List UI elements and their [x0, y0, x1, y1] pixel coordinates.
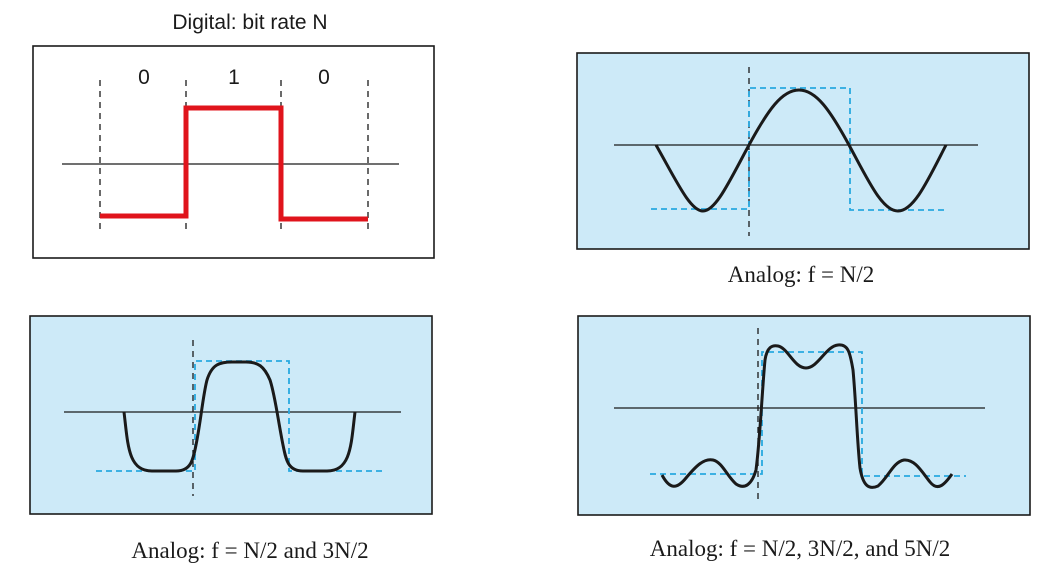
analog-panel-1-frame: [577, 53, 1029, 249]
bit-label-0: 0: [138, 66, 150, 89]
analog-panel-3: [578, 316, 1030, 515]
analog-panel-3-frame: [578, 316, 1030, 515]
bit-label-2: 0: [318, 66, 330, 89]
analog-panel-1: [577, 53, 1029, 249]
bit-label-1: 1: [228, 66, 240, 89]
digital-panel: 0 1 0: [33, 46, 434, 258]
analog-panel-2-frame: [30, 316, 432, 514]
analog-panel-2: [30, 316, 432, 514]
